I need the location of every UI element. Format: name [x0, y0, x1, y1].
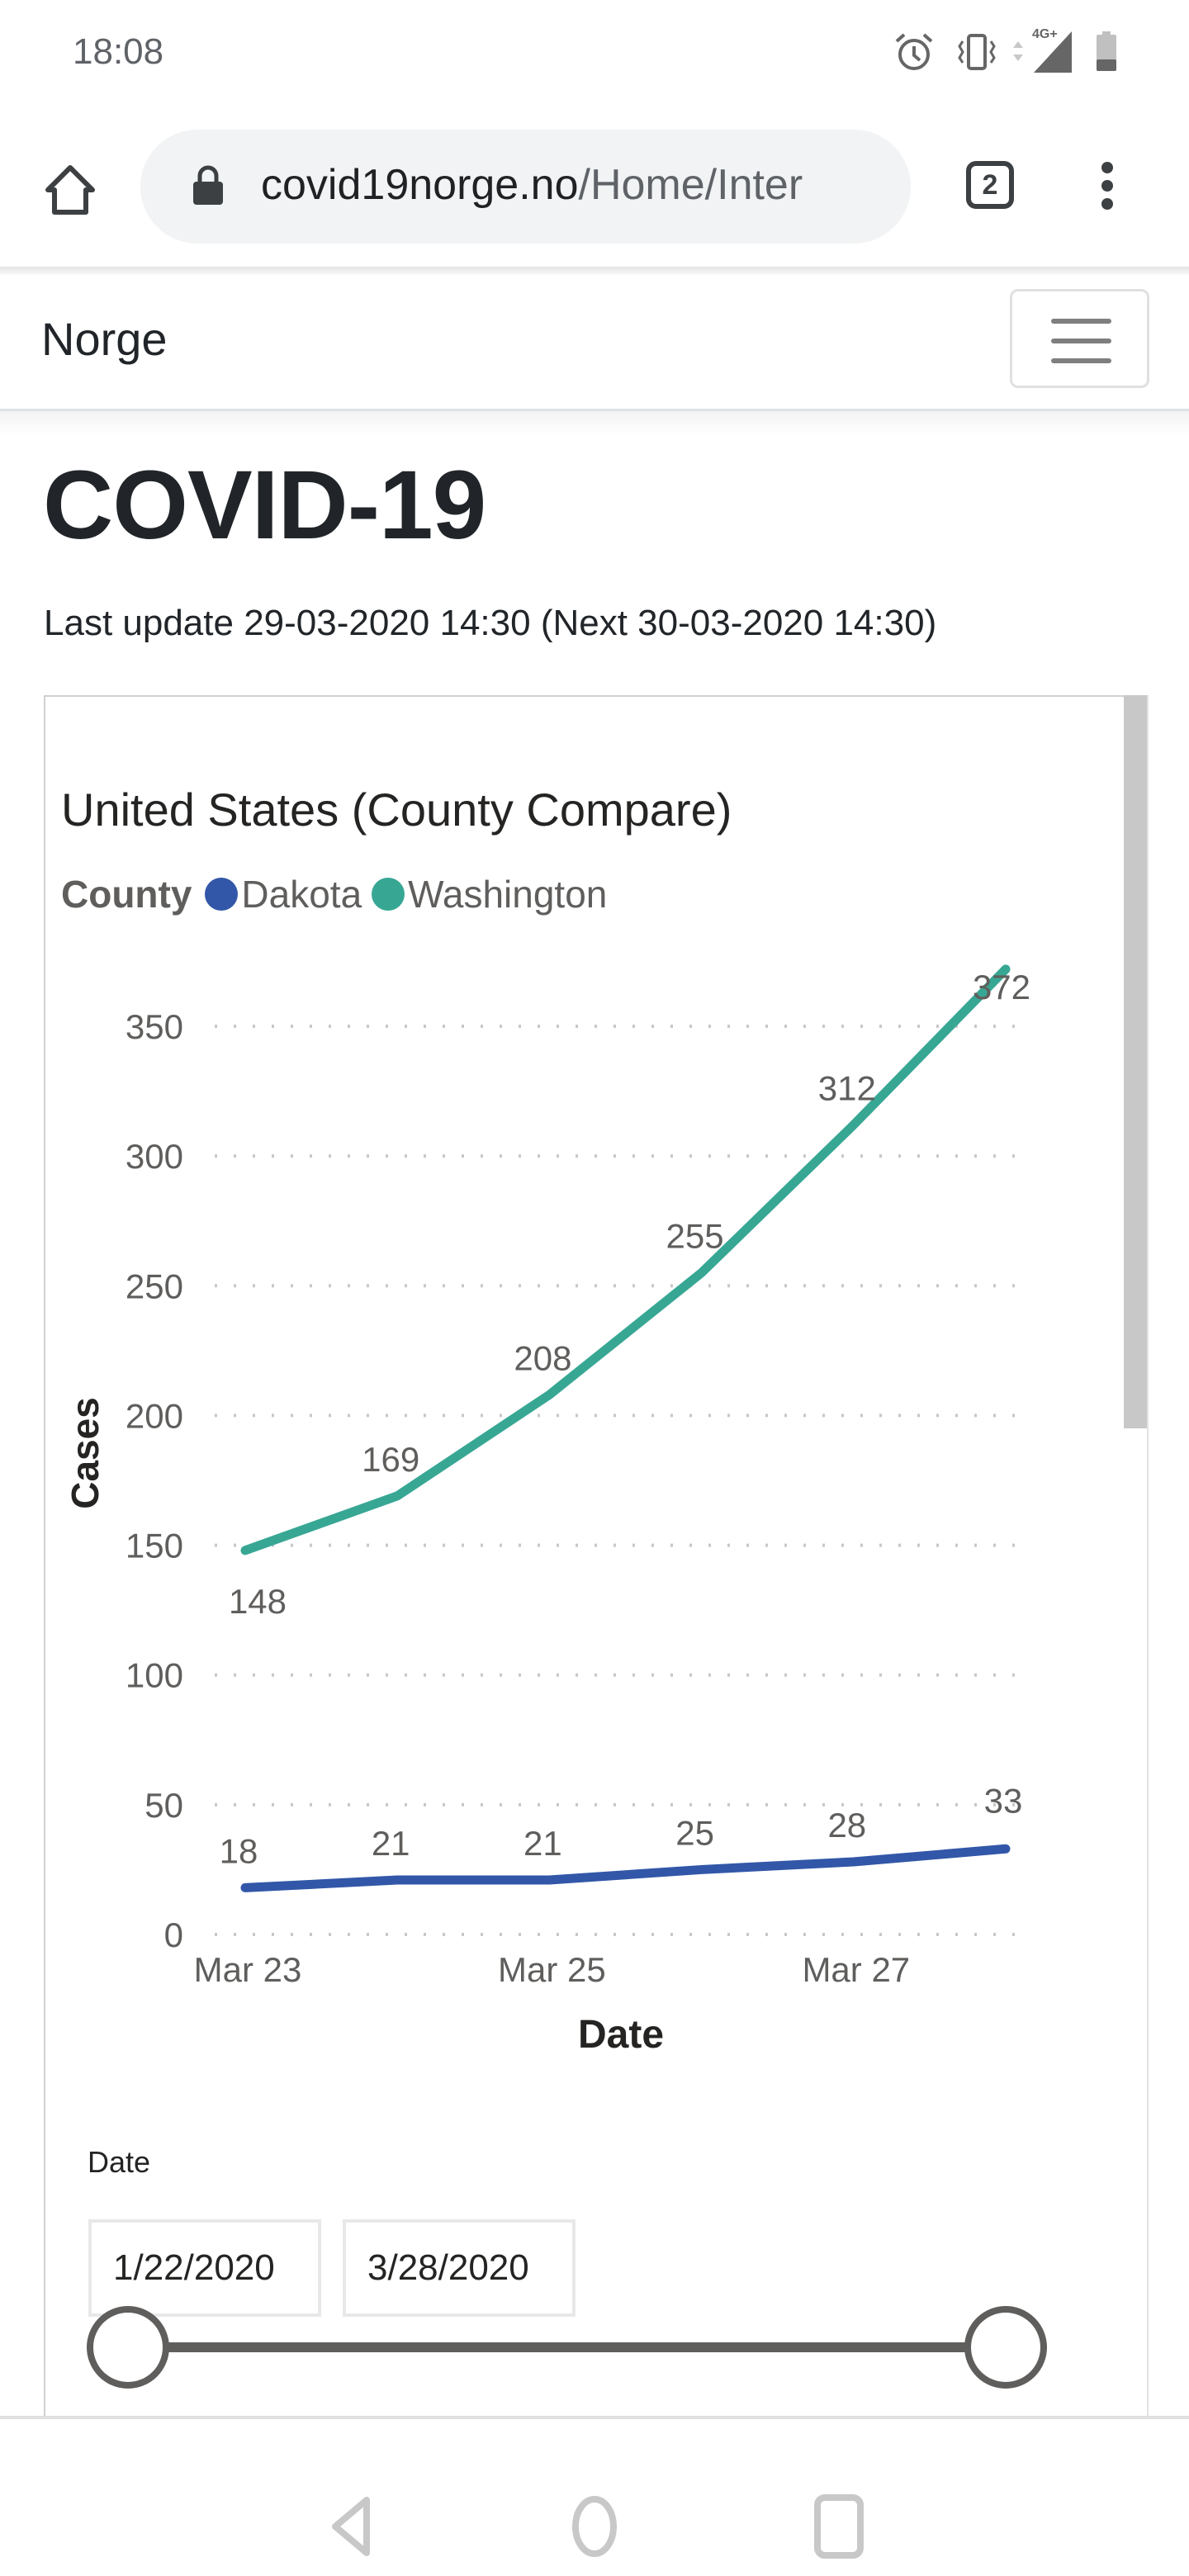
legend-item-dakota[interactable]: Dakota	[205, 872, 362, 916]
date-range-slider-track[interactable]	[165, 2342, 1007, 2352]
chart-title: United States (County Compare)	[61, 784, 732, 836]
home-icon[interactable]	[41, 161, 99, 219]
url-host: covid19norge.no	[261, 161, 579, 209]
page-title: COVID-19	[43, 451, 486, 560]
navbar-toggler-button[interactable]	[1010, 289, 1149, 388]
chart-legend: County Dakota Washington	[61, 872, 617, 916]
report-container	[44, 695, 1147, 2421]
navbar-brand[interactable]: Norge	[41, 313, 168, 365]
last-update-text: Last update 29-03-2020 14:30 (Next 30-03…	[44, 603, 937, 643]
end-date-input[interactable]: 3/28/2020	[343, 2219, 576, 2317]
lock-icon	[193, 165, 223, 205]
home-circle-icon[interactable]	[570, 2493, 619, 2559]
legend-label: Washington	[408, 873, 608, 916]
legend-label: Dakota	[241, 873, 362, 916]
back-icon[interactable]	[329, 2493, 375, 2559]
system-navigation-bar	[0, 2416, 1189, 2576]
tab-switcher-button[interactable]: 2	[966, 161, 1014, 209]
url-text[interactable]: covid19norge.no/Home/Inter	[261, 160, 888, 210]
start-date-input[interactable]: 1/22/2020	[88, 2219, 321, 2317]
signal-4g-icon: 4G+	[1032, 27, 1072, 73]
battery-icon	[1097, 31, 1116, 71]
legend-item-washington[interactable]: Washington	[372, 872, 607, 916]
address-bar[interactable]	[140, 130, 911, 244]
toolbar-divider	[0, 267, 1189, 275]
hamburger-line	[1051, 319, 1111, 324]
data-arrows-icon	[1013, 41, 1023, 61]
status-time: 18:08	[73, 31, 164, 72]
report-scrollbar[interactable]	[1124, 695, 1147, 1428]
hamburger-line	[1051, 339, 1111, 343]
slider-end-handle[interactable]	[964, 2306, 1047, 2389]
vibrate-icon	[958, 34, 996, 70]
hamburger-line	[1051, 358, 1111, 363]
url-path: /Home/Inter	[578, 161, 803, 209]
alarm-icon	[895, 33, 933, 70]
legend-title: County	[61, 873, 192, 916]
more-vert-icon[interactable]	[1094, 161, 1120, 214]
navbar-shadow	[0, 411, 1189, 436]
site-navbar	[0, 275, 1189, 411]
legend-marker	[372, 878, 405, 911]
slider-start-handle[interactable]	[87, 2306, 169, 2389]
network-label: 4G+	[1032, 27, 1058, 41]
report-border	[1147, 695, 1149, 2416]
legend-marker	[205, 878, 239, 911]
slicer-title: Date	[88, 2145, 151, 2179]
recents-icon[interactable]	[813, 2493, 865, 2559]
